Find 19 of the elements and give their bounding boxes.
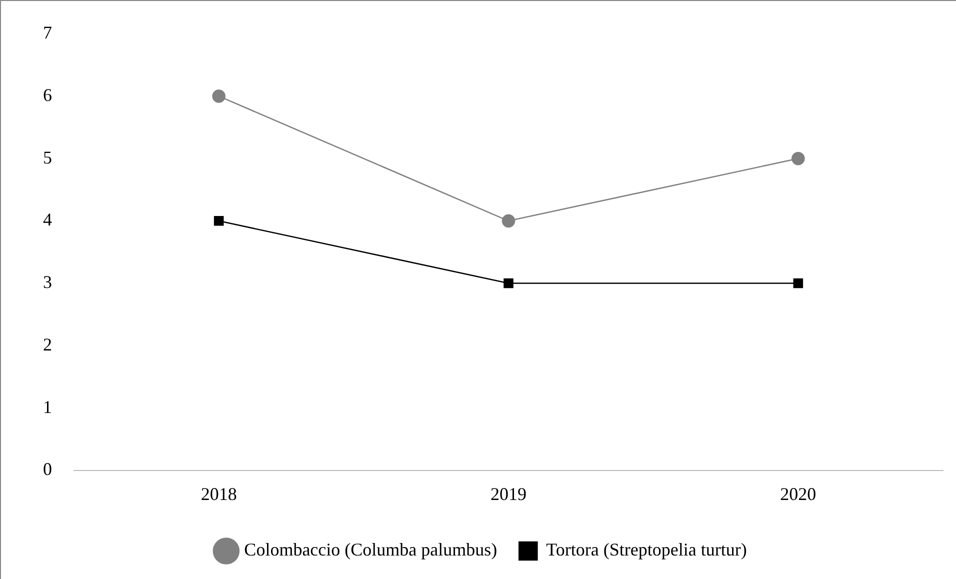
point [792,152,805,166]
y-tick-label: 4 [43,210,52,230]
y-tick-label: 5 [43,147,52,168]
point [502,214,516,228]
point [504,278,514,288]
y-tick-label: 1 [43,396,52,417]
point [214,216,224,226]
legend-label: Tortora (Streptopelia turtur) [546,540,747,560]
legend-label: Colombaccio (Columba palumbus) [244,540,498,560]
y-tick-label: 7 [43,22,52,43]
x-tick-label: 2020 [780,484,816,504]
y-tick-label: 3 [43,272,52,292]
x-tick-label: 2019 [490,484,526,504]
x-tick-label: 2018 [200,484,237,504]
point [212,90,226,103]
y-tick-label: 2 [43,334,52,354]
point [793,278,804,288]
y-tick-label: 0 [43,459,52,480]
y-tick-label: 6 [43,84,52,105]
